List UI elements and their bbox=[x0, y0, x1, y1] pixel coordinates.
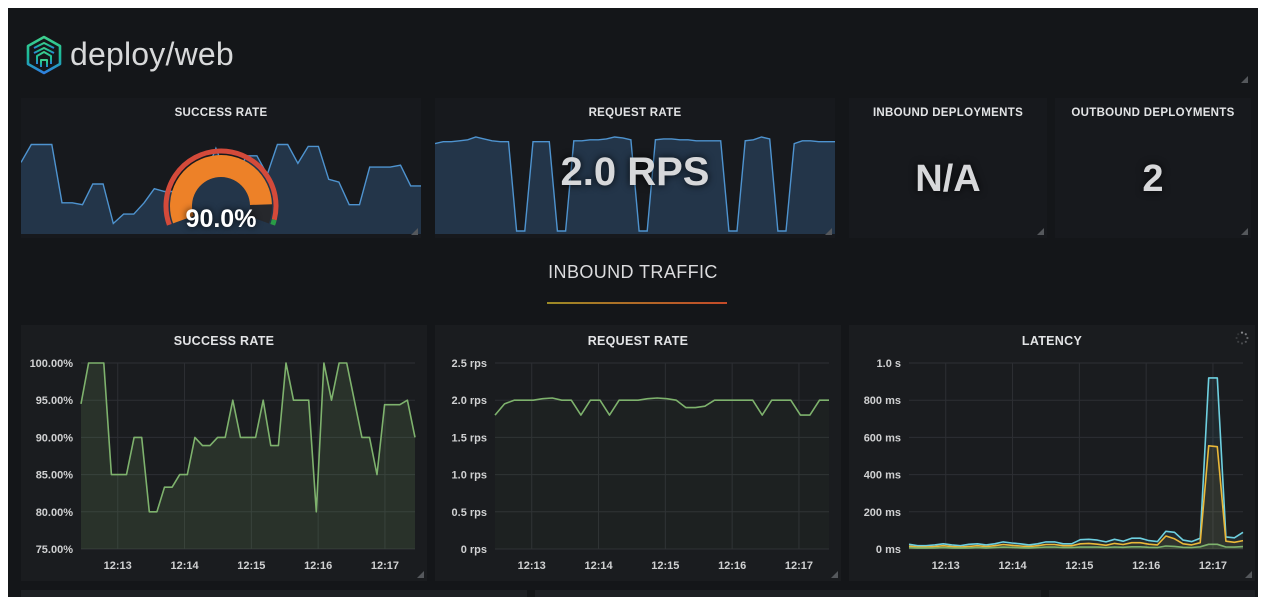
svg-text:12:16: 12:16 bbox=[304, 560, 332, 572]
request-rate-sparkline[interactable] bbox=[435, 134, 835, 234]
success-rate-value: 90.0% bbox=[185, 205, 257, 233]
panel-title-inbound-deployments[interactable]: INBOUND DEPLOYMENTS bbox=[872, 107, 1024, 119]
next-row-panel-partial bbox=[21, 590, 527, 597]
request-rate-value: 2.0 RPS bbox=[560, 150, 710, 194]
panel-title-success-rate[interactable]: SUCCESS RATE bbox=[174, 107, 268, 119]
svg-text:75.00%: 75.00% bbox=[36, 544, 74, 556]
latency-chart[interactable]: 0 ms 200 ms 400 ms 600 ms 800 ms 1.0 s 12:13 12… bbox=[849, 351, 1255, 577]
inbound-deployments-value: N/A bbox=[915, 158, 981, 200]
svg-text:400 ms: 400 ms bbox=[864, 470, 901, 482]
svg-text:12:15: 12:15 bbox=[1065, 560, 1093, 572]
dashboard-header: deploy/web bbox=[8, 8, 1258, 88]
next-row-panel-partial bbox=[1049, 590, 1255, 597]
panel-resize-handle[interactable] bbox=[825, 228, 832, 235]
svg-text:85.00%: 85.00% bbox=[36, 470, 74, 482]
svg-text:90.00%: 90.00% bbox=[36, 432, 74, 444]
svg-text:95.00%: 95.00% bbox=[36, 395, 74, 407]
chart-title-success-rate[interactable]: SUCCESS RATE bbox=[173, 334, 275, 348]
dashboard-title: deploy/web bbox=[70, 36, 234, 72]
svg-text:12:15: 12:15 bbox=[651, 560, 679, 572]
svg-text:100.00%: 100.00% bbox=[30, 358, 74, 370]
chart-title-latency[interactable]: LATENCY bbox=[1021, 334, 1083, 348]
panel-resize-handle[interactable] bbox=[1037, 228, 1044, 235]
panel-resize-handle[interactable] bbox=[1241, 228, 1248, 235]
svg-text:12:15: 12:15 bbox=[237, 560, 265, 572]
panel-success-rate-chart: SUCCESS RATE 75.00% 80.00% 85.00% 90.00% 95.… bbox=[21, 325, 427, 581]
success-rate-gauge[interactable]: 90.0% bbox=[146, 146, 296, 236]
section-row-inbound-traffic[interactable]: INBOUND TRAFFIC bbox=[548, 262, 718, 282]
svg-text:12:14: 12:14 bbox=[998, 560, 1027, 572]
gauge-arc bbox=[163, 148, 279, 226]
svg-text:1.0 rps: 1.0 rps bbox=[452, 470, 487, 482]
svg-text:12:16: 12:16 bbox=[1132, 560, 1160, 572]
svg-text:12:16: 12:16 bbox=[718, 560, 746, 572]
panel-request-rate-stat: REQUEST RATE 2.0 RPS bbox=[435, 98, 835, 238]
svg-text:12:17: 12:17 bbox=[785, 560, 813, 572]
panel-title-outbound-deployments[interactable]: OUTBOUND DEPLOYMENTS bbox=[1071, 107, 1235, 119]
svg-text:12:13: 12:13 bbox=[932, 560, 960, 572]
svg-text:0 ms: 0 ms bbox=[876, 544, 901, 556]
section-underline bbox=[547, 302, 727, 304]
svg-text:2.0 rps: 2.0 rps bbox=[452, 395, 487, 407]
svg-text:1.5 rps: 1.5 rps bbox=[452, 432, 487, 444]
panel-request-rate-chart: REQUEST RATE 0 rps 0.5 rps 1.0 rps 1.5 rps 2… bbox=[435, 325, 841, 581]
svg-text:12:17: 12:17 bbox=[1199, 560, 1227, 572]
svg-text:0 rps: 0 rps bbox=[461, 544, 487, 556]
chart-title-request-rate[interactable]: REQUEST RATE bbox=[587, 334, 689, 348]
header-resize-handle[interactable] bbox=[1241, 76, 1248, 83]
svg-text:80.00%: 80.00% bbox=[36, 507, 74, 519]
svg-text:12:13: 12:13 bbox=[518, 560, 546, 572]
panel-resize-handle[interactable] bbox=[831, 571, 838, 578]
next-row-panel-partial bbox=[535, 590, 1041, 597]
dashboard: deploy/web SUCCESS RATE 90.0% REQUEST RA… bbox=[8, 8, 1258, 597]
svg-text:12:14: 12:14 bbox=[170, 560, 199, 572]
panel-inbound-deployments: INBOUND DEPLOYMENTS N/A bbox=[849, 98, 1047, 238]
panel-latency-chart: LATENCY 0 ms 200 ms 400 ms 600 ms 800 ms 1.0 … bbox=[849, 325, 1255, 581]
panel-resize-handle[interactable] bbox=[411, 228, 418, 235]
panel-resize-handle[interactable] bbox=[417, 571, 424, 578]
request-rate-chart[interactable]: 0 rps 0.5 rps 1.0 rps 1.5 rps 2.0 rps 2.5 rps… bbox=[435, 351, 841, 577]
panel-outbound-deployments: OUTBOUND DEPLOYMENTS 2 bbox=[1055, 98, 1251, 238]
panel-success-rate-stat: SUCCESS RATE 90.0% bbox=[21, 98, 421, 238]
panel-title-request-rate[interactable]: REQUEST RATE bbox=[588, 107, 682, 119]
svg-text:12:13: 12:13 bbox=[104, 560, 132, 572]
svg-text:1.0 s: 1.0 s bbox=[877, 358, 901, 370]
svg-text:200 ms: 200 ms bbox=[864, 507, 901, 519]
loading-spinner-icon bbox=[1235, 331, 1249, 345]
svg-text:800 ms: 800 ms bbox=[864, 395, 901, 407]
outbound-deployments-value: 2 bbox=[1142, 158, 1164, 200]
svg-text:600 ms: 600 ms bbox=[864, 432, 901, 444]
app-logo-icon bbox=[26, 35, 62, 75]
svg-text:12:14: 12:14 bbox=[584, 560, 613, 572]
panel-resize-handle[interactable] bbox=[1245, 571, 1252, 578]
svg-text:2.5 rps: 2.5 rps bbox=[452, 358, 487, 370]
success-rate-chart[interactable]: 75.00% 80.00% 85.00% 90.00% 95.00% 100.00% 12:… bbox=[21, 351, 427, 577]
svg-text:0.5 rps: 0.5 rps bbox=[452, 507, 487, 519]
svg-text:12:17: 12:17 bbox=[371, 560, 399, 572]
